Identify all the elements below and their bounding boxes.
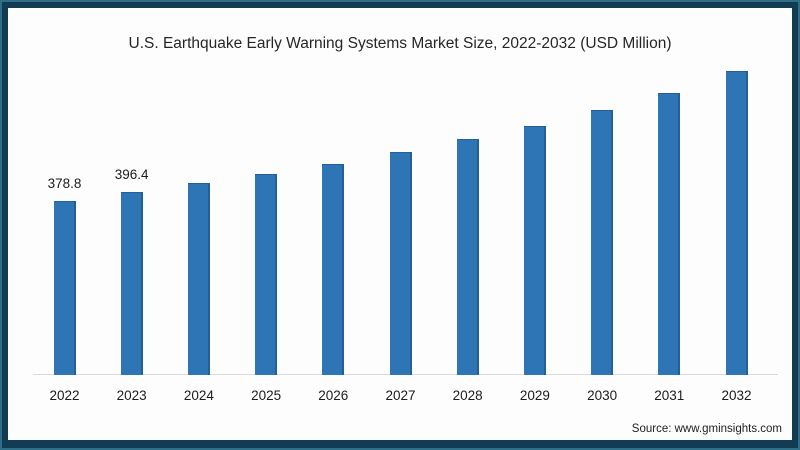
bar-2029 xyxy=(523,125,546,375)
bar-2032 xyxy=(725,71,748,375)
value-label-2023: 396.4 xyxy=(114,167,149,183)
x-tick-2023: 2023 xyxy=(116,388,147,403)
chart-title: U.S. Earthquake Early Warning Systems Ma… xyxy=(128,35,672,52)
x-tick-2027: 2027 xyxy=(385,388,416,403)
bar-2027 xyxy=(389,151,412,375)
bar-2023 xyxy=(120,192,143,375)
bar-2022 xyxy=(53,200,76,375)
x-tick-2031: 2031 xyxy=(654,388,685,403)
source-note: Source: www.gminsights.com xyxy=(631,423,782,435)
x-tick-2026: 2026 xyxy=(318,388,349,403)
bar-2025 xyxy=(255,173,278,375)
x-tick-2025: 2025 xyxy=(251,388,282,403)
x-tick-2022: 2022 xyxy=(49,388,80,403)
bar-2030 xyxy=(591,110,614,375)
bar-2028 xyxy=(456,139,479,375)
value-label-2022: 378.8 xyxy=(47,175,82,191)
bar-2031 xyxy=(658,92,681,375)
x-tick-2030: 2030 xyxy=(587,388,618,403)
x-tick-2032: 2032 xyxy=(721,388,752,403)
bar-2026 xyxy=(322,164,345,375)
x-tick-2024: 2024 xyxy=(183,388,214,403)
bar-2024 xyxy=(187,182,210,375)
x-tick-2029: 2029 xyxy=(519,388,550,403)
x-tick-2028: 2028 xyxy=(452,388,483,403)
